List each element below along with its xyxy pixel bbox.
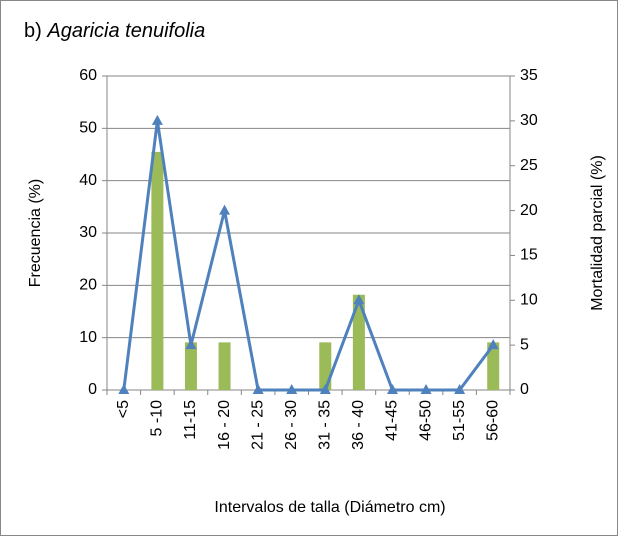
x-tick-label: 21 - 25 — [249, 400, 266, 450]
marker — [185, 339, 197, 350]
bar — [218, 342, 231, 390]
y2-tick-label: 25 — [520, 157, 538, 174]
bar — [184, 342, 197, 390]
marker — [353, 294, 365, 305]
x-axis-label: Intervalos de talla (Diámetro cm) — [214, 499, 445, 516]
x-tick-label: 11-15 — [182, 400, 199, 440]
y2-tick-label: 10 — [520, 292, 538, 309]
y-tick-label: 60 — [79, 67, 97, 84]
x-tick-label: 31 - 35 — [317, 400, 334, 450]
x-tick-label: 5 -10 — [149, 400, 166, 437]
y2-tick-label: 5 — [520, 336, 529, 353]
y2-tick-label: 30 — [520, 112, 538, 129]
marker — [319, 384, 331, 394]
bar — [352, 294, 365, 390]
marker — [454, 384, 466, 394]
y2-tick-label: 35 — [520, 67, 538, 84]
x-tick-label: 16 - 20 — [216, 400, 233, 450]
y-tick-label: 10 — [79, 329, 97, 346]
x-tick-label: 36 - 40 — [350, 400, 367, 450]
marker — [219, 204, 231, 215]
x-tick-label: 41-45 — [384, 400, 401, 441]
y-tick-label: 20 — [79, 277, 97, 294]
y-tick-label: 50 — [79, 120, 97, 137]
x-tick-label: 51-55 — [451, 400, 468, 441]
y-axis-label: Frecuencia (%) — [27, 179, 44, 287]
line — [122, 120, 495, 392]
marker — [487, 339, 499, 350]
bar — [487, 342, 500, 390]
marker — [118, 384, 130, 394]
x-tick-label: 56-60 — [484, 400, 501, 441]
chart-title: b) Agaricia tenuifolia — [24, 20, 205, 42]
title-text: Agaricia tenuifolia — [46, 20, 205, 42]
marker — [420, 384, 432, 394]
y2-axis-label: Mortalidad parcial (%) — [589, 155, 606, 311]
x-tick-label: 26 - 30 — [283, 400, 300, 450]
marker — [386, 384, 398, 394]
x-tick-label: 46-50 — [417, 400, 434, 441]
bar — [151, 151, 164, 390]
marker — [286, 384, 298, 394]
y-tick-label: 0 — [88, 381, 97, 398]
marker — [252, 384, 264, 394]
marker — [151, 114, 163, 125]
panel-label: b) — [24, 20, 42, 42]
y-tick-label: 40 — [79, 172, 97, 189]
y-tick-label: 30 — [79, 224, 97, 241]
y2-tick-label: 20 — [520, 202, 538, 219]
x-tick-label: <5 — [115, 400, 132, 418]
y2-tick-label: 15 — [520, 247, 538, 264]
y2-tick-label: 0 — [520, 381, 529, 398]
